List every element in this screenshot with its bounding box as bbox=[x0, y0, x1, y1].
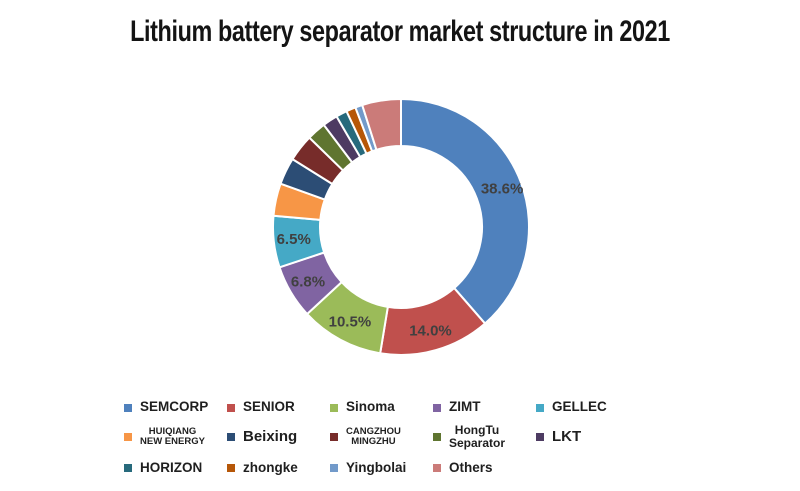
legend-row-3: HORIZON zhongke Yingbolai Others bbox=[124, 453, 684, 483]
legend-item-gellec: GELLEC bbox=[536, 399, 639, 415]
legend-swatch-gellec bbox=[536, 403, 544, 412]
legend-label-beixing: Beixing bbox=[243, 427, 298, 445]
slice-semcorp bbox=[400, 98, 530, 325]
legend-label-huiqiang-new-energy: HUIQIANG NEW ENERGY bbox=[140, 425, 205, 447]
legend-item-semcorp: SEMCORP bbox=[124, 399, 227, 415]
legend-swatch-senior bbox=[227, 403, 235, 412]
legend-swatch-cangzhou-mingzhu bbox=[330, 433, 338, 441]
legend-item-hongtu-separator: HongTu Separator bbox=[433, 422, 536, 450]
legend-item-cangzhou-mingzhu: CANGZHOU MINGZHU bbox=[330, 425, 433, 448]
slice-label-zimt: 6.8% bbox=[291, 274, 325, 291]
slice-others bbox=[361, 98, 402, 151]
legend-label-sinoma: Sinoma bbox=[346, 399, 395, 415]
legend-item-horizon: HORIZON bbox=[124, 459, 227, 476]
legend-swatch-yingbolai bbox=[330, 464, 338, 472]
legend-row-1: SEMCORP SENIOR Sinoma ZIMT GELLEC bbox=[124, 394, 684, 421]
slice-label-sinoma: 10.5% bbox=[329, 314, 372, 331]
legend-item-lkt: LKT bbox=[536, 427, 639, 446]
legend-label-gellec: GELLEC bbox=[552, 399, 607, 415]
legend-label-semcorp: SEMCORP bbox=[140, 399, 209, 415]
legend-item-beixing: Beixing bbox=[227, 427, 330, 446]
legend-swatch-huiqiang-new-energy bbox=[124, 433, 132, 441]
legend-label-cangzhou-mingzhu: CANGZHOU MINGZHU bbox=[346, 425, 401, 447]
legend-row-2: HUIQIANG NEW ENERGY Beixing CANGZHOU MINGZHU… bbox=[124, 421, 684, 453]
chart-title: Lithium battery separator market structu… bbox=[130, 15, 670, 48]
legend-label-senior: SENIOR bbox=[243, 399, 295, 415]
legend-swatch-others bbox=[433, 464, 441, 472]
legend-swatch-horizon bbox=[124, 464, 132, 472]
legend-label-zhongke: zhongke bbox=[243, 459, 298, 475]
legend-swatch-sinoma bbox=[330, 403, 338, 412]
legend-item-sinoma: Sinoma bbox=[330, 399, 433, 415]
legend-label-zimt: ZIMT bbox=[449, 399, 481, 415]
legend-item-others: Others bbox=[433, 459, 536, 476]
legend-item-senior: SENIOR bbox=[227, 399, 330, 415]
slice-label-senior: 14.0% bbox=[409, 322, 452, 339]
legend-label-yingbolai: Yingbolai bbox=[346, 459, 407, 475]
slice-label-semcorp: 38.6% bbox=[481, 181, 524, 198]
legend-item-zimt: ZIMT bbox=[433, 399, 536, 415]
legend-label-hongtu-separator: HongTu Separator bbox=[449, 422, 506, 450]
legend-item-yingbolai: Yingbolai bbox=[330, 459, 433, 476]
slice-label-gellec: 6.5% bbox=[277, 231, 311, 248]
legend-item-zhongke: zhongke bbox=[227, 459, 330, 476]
chart-legend: SEMCORP SENIOR Sinoma ZIMT GELLEC HUIQIANG NEW… bbox=[124, 394, 684, 483]
legend-swatch-lkt bbox=[536, 433, 544, 441]
legend-label-others: Others bbox=[449, 459, 493, 475]
legend-label-lkt: LKT bbox=[552, 427, 582, 445]
legend-swatch-zimt bbox=[433, 403, 441, 412]
legend-item-huiqiang-new-energy: HUIQIANG NEW ENERGY bbox=[124, 425, 227, 448]
legend-swatch-hongtu-separator bbox=[433, 433, 441, 441]
legend-swatch-zhongke bbox=[227, 464, 235, 472]
legend-label-horizon: HORIZON bbox=[140, 459, 203, 475]
legend-swatch-beixing bbox=[227, 433, 235, 441]
legend-swatch-semcorp bbox=[124, 403, 132, 412]
